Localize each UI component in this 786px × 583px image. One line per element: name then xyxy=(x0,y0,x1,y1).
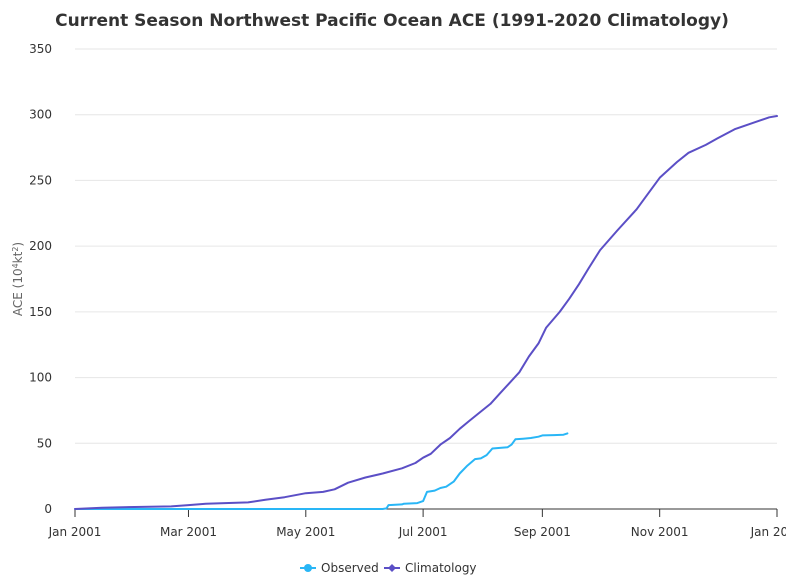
y-tick-label: 200 xyxy=(29,239,52,253)
chart-title: Current Season Northwest Pacific Ocean A… xyxy=(55,11,729,31)
y-tick-label: 100 xyxy=(29,371,52,385)
grid-lines xyxy=(75,48,777,444)
y-axis-label: ACE (104kt2) xyxy=(11,242,26,316)
legend-item-climatology[interactable]: Climatology xyxy=(384,561,477,575)
legend-marker xyxy=(304,564,312,572)
x-axis: Jan 2001 Mar 2001 May 2001 Jul 2001 Sep 2001… xyxy=(48,508,786,539)
x-tick-label: Jan 2001 xyxy=(48,525,102,539)
x-tick-label: Mar 2001 xyxy=(160,525,217,539)
legend-marker xyxy=(388,564,396,572)
y-tick-label: 250 xyxy=(29,173,52,187)
y-tick-label: 0 xyxy=(44,502,52,516)
y-tick-label: 300 xyxy=(29,108,52,122)
legend[interactable]: Observed Climatology xyxy=(300,561,477,575)
legend-label: Climatology xyxy=(405,561,477,575)
series-line-climatology xyxy=(74,115,778,510)
legend-item-observed[interactable]: Observed xyxy=(300,561,379,575)
y-tick-label: 150 xyxy=(29,305,52,319)
y-tick-label: 50 xyxy=(37,436,52,450)
y-axis-ticks: 0 50 100 150 200 250 300 350 xyxy=(29,42,52,516)
x-tick-label: May 2001 xyxy=(276,525,335,539)
series-line-observed xyxy=(74,432,569,510)
x-tick-label: Sep 2001 xyxy=(514,525,571,539)
y-tick-label: 350 xyxy=(29,42,52,56)
x-tick-label: Nov 2001 xyxy=(631,525,689,539)
series-lines xyxy=(74,115,778,510)
legend-label: Observed xyxy=(321,561,379,575)
x-tick-label: Jul 2001 xyxy=(398,525,448,539)
